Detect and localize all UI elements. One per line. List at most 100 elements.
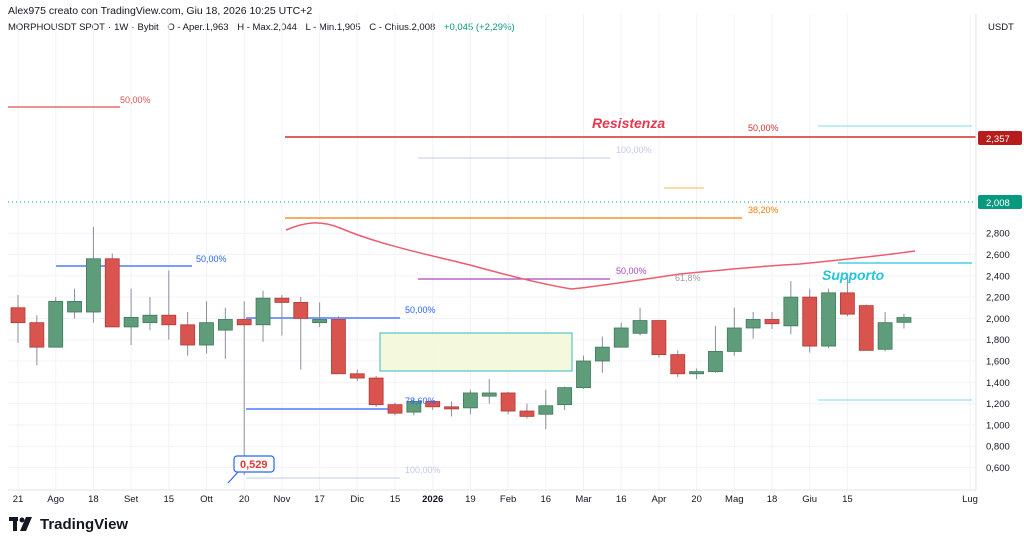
candle[interactable] xyxy=(293,297,309,370)
candle[interactable] xyxy=(783,281,799,335)
chart-labels: Resistenza Supporto 50,00% 50,00% 100,00… xyxy=(120,95,885,484)
time-tick-label: Mag xyxy=(725,494,743,505)
symbol-exchange: Bybit xyxy=(137,22,159,33)
candle-body xyxy=(557,387,573,406)
candle[interactable] xyxy=(613,322,629,348)
candle[interactable] xyxy=(161,270,177,340)
candle[interactable] xyxy=(462,389,478,415)
candle[interactable] xyxy=(670,350,686,377)
candle[interactable] xyxy=(29,315,45,366)
candle-body xyxy=(500,392,516,412)
candle[interactable] xyxy=(368,375,384,407)
candle-body xyxy=(745,319,761,329)
resistance-label[interactable]: Resistenza xyxy=(592,115,665,131)
candle[interactable] xyxy=(217,307,233,359)
candle-body xyxy=(538,405,554,415)
candle-body xyxy=(821,292,836,347)
candle-body xyxy=(104,258,120,328)
time-ticks[interactable]: 21 Ago 18 Set 15 Ott 20 Nov 17 Dic 15 2026 19 Feb 16 Ma… xyxy=(13,494,978,505)
fib-label-4: 38,20% xyxy=(748,205,779,215)
time-tick-label: Ago xyxy=(47,494,64,505)
candle[interactable] xyxy=(745,312,761,339)
price-tick-label: 2,400 xyxy=(986,271,1010,282)
candle[interactable] xyxy=(877,312,893,352)
candle[interactable] xyxy=(557,386,573,410)
fib-label-5: 50,00% xyxy=(616,266,647,276)
candle[interactable] xyxy=(840,275,855,317)
candle-body xyxy=(180,324,196,346)
support-label[interactable]: Supporto xyxy=(822,267,885,283)
candle[interactable] xyxy=(10,294,26,343)
price-ticks[interactable]: 2,800 2,600 2,400 2,200 2,000 1,800 1,600 1,400… xyxy=(986,229,1010,474)
candle[interactable] xyxy=(274,294,290,336)
candle[interactable] xyxy=(349,369,365,382)
fib-label-7: 78,60% xyxy=(405,396,436,406)
candle[interactable] xyxy=(576,355,591,389)
candle-body xyxy=(274,297,290,303)
tradingview-logo[interactable]: TradingView xyxy=(8,515,128,533)
symbol-legend[interactable]: MORPHOUSDT SPOT · 1W · Bybit O - Aper.1,963 … xyxy=(8,22,515,33)
time-tick-label: 18 xyxy=(767,494,778,505)
candle[interactable] xyxy=(500,391,516,415)
time-tick-label: Nov xyxy=(273,494,290,505)
candle[interactable] xyxy=(123,288,139,346)
candle[interactable] xyxy=(802,288,818,353)
time-tick-label: 20 xyxy=(239,494,250,505)
candle-body xyxy=(670,354,686,375)
candle[interactable] xyxy=(48,297,64,348)
candle[interactable] xyxy=(538,389,554,430)
candle-body xyxy=(840,292,855,315)
drawing-lines xyxy=(8,106,976,479)
candle[interactable] xyxy=(896,313,912,329)
candle[interactable] xyxy=(594,336,610,373)
candle[interactable] xyxy=(104,253,120,328)
candle-body xyxy=(444,406,459,410)
candle-body xyxy=(199,322,214,346)
price-tick-label: 2,000 xyxy=(986,314,1010,325)
low-callout-box[interactable] xyxy=(233,455,275,473)
candle-body xyxy=(576,360,591,389)
candle[interactable] xyxy=(255,290,271,342)
candle[interactable] xyxy=(86,226,101,323)
price-tick-label: 2,200 xyxy=(986,293,1010,304)
current-price-tag-label: 2,008 xyxy=(986,198,1010,209)
candle[interactable] xyxy=(331,316,346,375)
ohlc-close: C - Chius.2,008 xyxy=(369,22,436,33)
candle-body xyxy=(689,371,704,375)
candle[interactable] xyxy=(387,402,403,416)
candle[interactable] xyxy=(444,401,459,417)
candle[interactable] xyxy=(236,301,252,476)
candle[interactable] xyxy=(312,302,328,327)
chart-grid xyxy=(8,14,976,490)
candle-body xyxy=(236,319,252,326)
consolidation-box[interactable] xyxy=(379,332,573,372)
candle[interactable] xyxy=(764,312,780,330)
candle-body xyxy=(651,320,667,356)
candle[interactable] xyxy=(689,368,704,380)
low-callout-pointer xyxy=(227,471,239,484)
time-tick-label: Giu xyxy=(802,494,817,505)
price-tick-label: 2,600 xyxy=(986,250,1010,261)
candle[interactable] xyxy=(726,307,742,356)
candle[interactable] xyxy=(481,379,497,404)
candle-body xyxy=(368,377,384,406)
candles xyxy=(10,226,912,476)
candle[interactable] xyxy=(180,312,196,356)
candle[interactable] xyxy=(821,288,836,349)
candle[interactable] xyxy=(651,320,667,358)
moving-average-line[interactable] xyxy=(285,222,916,290)
candle[interactable] xyxy=(406,398,422,416)
candle[interactable] xyxy=(67,288,82,319)
candle[interactable] xyxy=(425,400,441,410)
candle-body xyxy=(425,401,441,408)
candle[interactable] xyxy=(632,307,648,336)
candle[interactable] xyxy=(858,304,874,351)
candle[interactable] xyxy=(519,403,535,419)
candle[interactable] xyxy=(708,325,723,373)
time-tick-label: Lug xyxy=(962,494,978,505)
time-tick-label: 17 xyxy=(314,494,325,505)
candle[interactable] xyxy=(199,301,214,354)
candle[interactable] xyxy=(142,297,158,331)
